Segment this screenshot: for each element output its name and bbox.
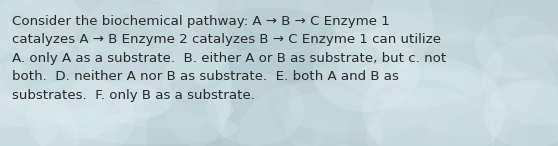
Ellipse shape — [90, 3, 230, 92]
Ellipse shape — [171, 45, 300, 122]
Ellipse shape — [0, 9, 94, 127]
Ellipse shape — [0, 35, 81, 104]
Ellipse shape — [487, 0, 558, 76]
Text: catalyzes A → B Enzyme 2 catalyzes B → C Enzyme 1 can utilize: catalyzes A → B Enzyme 2 catalyzes B → C… — [12, 33, 441, 46]
Ellipse shape — [2, 25, 147, 115]
Ellipse shape — [159, 0, 244, 73]
Ellipse shape — [45, 0, 218, 58]
Ellipse shape — [79, 0, 230, 101]
Ellipse shape — [41, 36, 144, 135]
Ellipse shape — [475, 15, 558, 78]
Ellipse shape — [163, 34, 232, 146]
Ellipse shape — [11, 0, 178, 42]
Text: substrates.  F. only B as a substrate.: substrates. F. only B as a substrate. — [12, 89, 255, 102]
Text: Consider the biochemical pathway: A → B → C Enzyme 1: Consider the biochemical pathway: A → B … — [12, 15, 389, 28]
Ellipse shape — [99, 0, 271, 119]
Ellipse shape — [0, 61, 66, 146]
Ellipse shape — [23, 57, 96, 127]
Ellipse shape — [268, 60, 380, 146]
Ellipse shape — [68, 38, 160, 111]
Ellipse shape — [0, 0, 91, 60]
Ellipse shape — [113, 72, 174, 118]
Ellipse shape — [0, 70, 89, 117]
Ellipse shape — [338, 22, 503, 106]
Ellipse shape — [276, 89, 426, 132]
Ellipse shape — [146, 79, 221, 146]
Ellipse shape — [206, 72, 305, 146]
Ellipse shape — [0, 0, 75, 90]
Ellipse shape — [390, 32, 555, 137]
Ellipse shape — [0, 90, 79, 146]
Ellipse shape — [93, 12, 157, 112]
Ellipse shape — [333, 11, 479, 41]
Ellipse shape — [110, 91, 233, 129]
Ellipse shape — [482, 34, 558, 125]
Ellipse shape — [526, 81, 558, 146]
Ellipse shape — [0, 0, 81, 57]
Ellipse shape — [456, 58, 558, 146]
Ellipse shape — [23, 47, 79, 97]
Ellipse shape — [284, 94, 329, 146]
Ellipse shape — [200, 95, 316, 146]
Ellipse shape — [493, 0, 558, 48]
Ellipse shape — [217, 24, 366, 134]
Ellipse shape — [424, 0, 469, 63]
Ellipse shape — [0, 60, 116, 128]
Ellipse shape — [143, 20, 257, 58]
Ellipse shape — [369, 0, 433, 67]
Ellipse shape — [18, 0, 132, 23]
Ellipse shape — [288, 61, 434, 140]
Ellipse shape — [71, 112, 238, 145]
Ellipse shape — [312, 31, 420, 112]
Ellipse shape — [0, 0, 93, 80]
Ellipse shape — [0, 127, 70, 146]
Ellipse shape — [509, 17, 557, 75]
Ellipse shape — [326, 17, 390, 64]
Ellipse shape — [0, 94, 70, 146]
Text: A. only A as a substrate.  B. either A or B as substrate, but c. not: A. only A as a substrate. B. either A or… — [12, 52, 446, 65]
Ellipse shape — [299, 0, 371, 47]
Ellipse shape — [318, 63, 485, 109]
Ellipse shape — [441, 108, 558, 146]
Ellipse shape — [333, 11, 426, 47]
Ellipse shape — [276, 46, 325, 100]
Ellipse shape — [26, 77, 136, 146]
Ellipse shape — [363, 58, 505, 146]
Ellipse shape — [428, 91, 511, 146]
Ellipse shape — [348, 79, 492, 146]
Ellipse shape — [35, 100, 119, 146]
Ellipse shape — [230, 35, 285, 127]
Ellipse shape — [187, 63, 319, 126]
Ellipse shape — [367, 88, 496, 146]
Ellipse shape — [484, 80, 558, 146]
Ellipse shape — [6, 80, 172, 125]
Ellipse shape — [489, 83, 558, 146]
Ellipse shape — [233, 0, 327, 56]
Ellipse shape — [402, 41, 558, 73]
Text: both.  D. neither A nor B as substrate.  E. both A and B as: both. D. neither A nor B as substrate. E… — [12, 71, 399, 84]
Ellipse shape — [60, 105, 107, 140]
Ellipse shape — [195, 8, 336, 51]
Ellipse shape — [426, 0, 509, 75]
Ellipse shape — [494, 0, 558, 60]
Ellipse shape — [227, 78, 370, 122]
Ellipse shape — [239, 81, 383, 146]
Ellipse shape — [227, 96, 315, 146]
